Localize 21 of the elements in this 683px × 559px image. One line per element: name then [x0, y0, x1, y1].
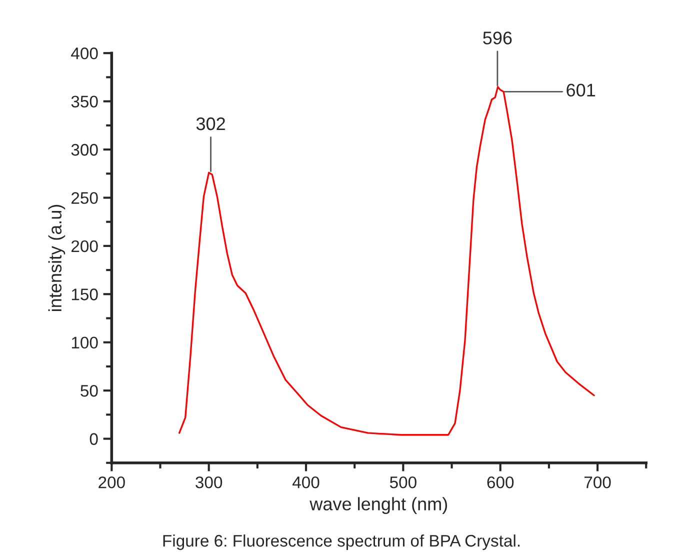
y-tick-label: 150: [72, 288, 98, 300]
x-axis-title: wave lenght (nm): [310, 497, 448, 514]
y-tick-label: 250: [72, 192, 98, 204]
annotation: 596: [483, 32, 512, 44]
caption: Figure 6: Fluorescence spectrum of BPA Crystal.: [163, 534, 520, 550]
x-tick-label: 200: [98, 476, 125, 488]
annotation: 302: [196, 117, 225, 130]
x-tick-label: 600: [487, 476, 514, 488]
y-tick-label: 200: [72, 240, 98, 252]
y-tick-label: 50: [80, 384, 98, 397]
annotation: 601: [566, 84, 596, 97]
y-tick-label: 0: [90, 433, 98, 445]
y-tick-label: 350: [71, 96, 98, 108]
x-tick-label: 300: [196, 476, 222, 488]
x-tick-label: 500: [390, 476, 416, 488]
y-axis-title: intensity (a.u): [48, 204, 66, 311]
y-tick-label: 400: [71, 48, 98, 60]
y-tick-label: 100: [72, 336, 98, 349]
x-tick-label: 700: [584, 476, 611, 488]
x-tick-label: 400: [292, 476, 320, 488]
y-tick-label: 300: [71, 144, 98, 156]
